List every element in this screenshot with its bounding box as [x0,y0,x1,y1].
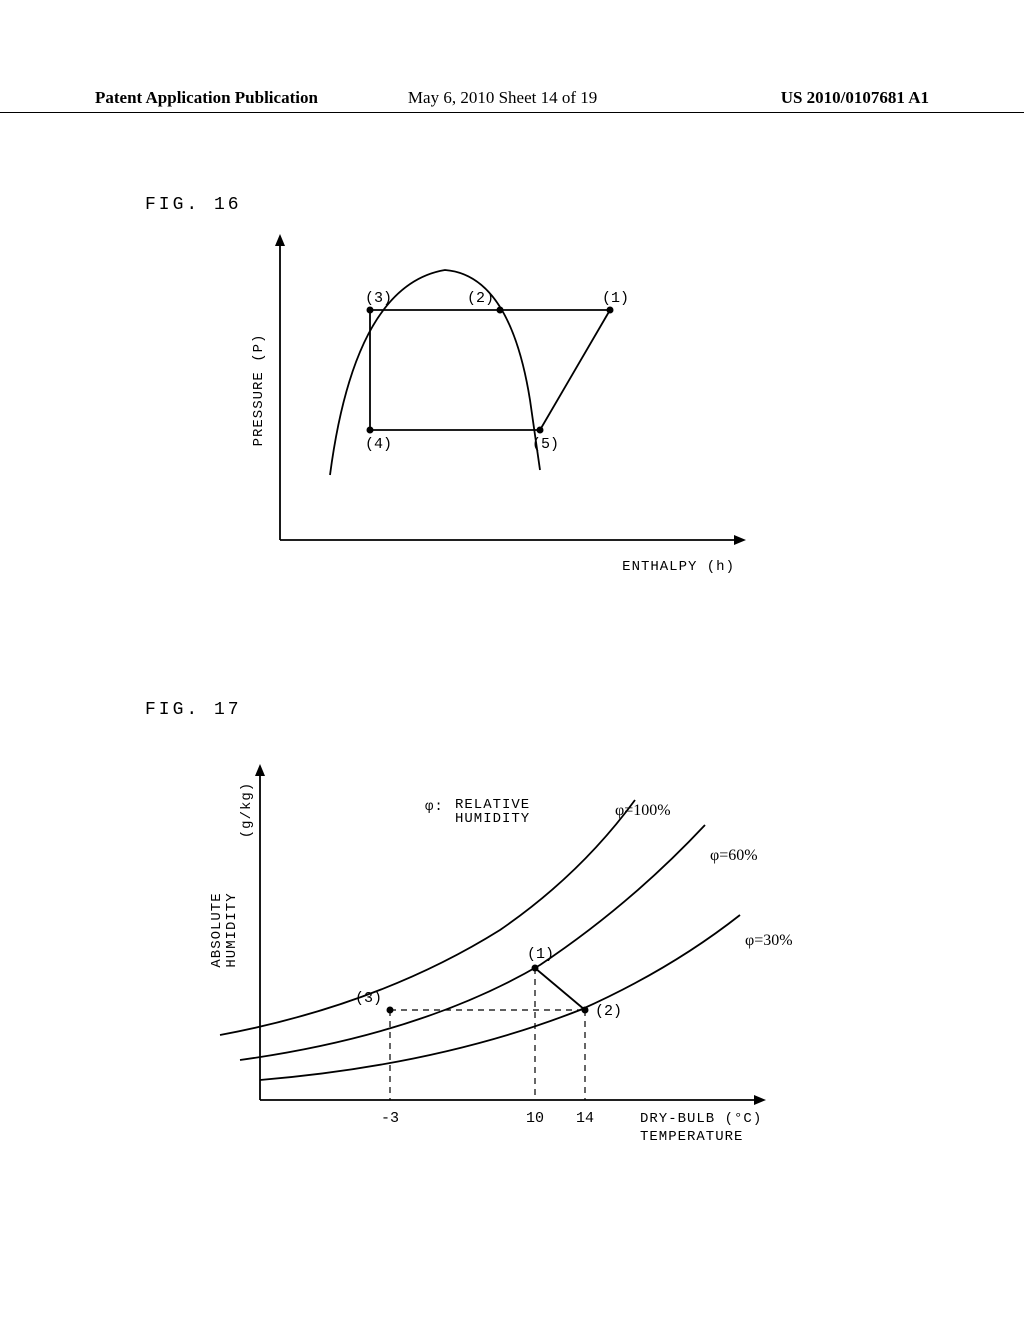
fig17-xtick-label: 14 [576,1110,594,1127]
fig17-curve-label: φ=60% [710,847,758,864]
fig17-point-label: (2) [595,1003,622,1020]
fig17-y-unit: (g/kg) [239,782,255,838]
fig17-x-arrow-icon [754,1095,766,1105]
fig17-xticks: -3 10 14 [381,1110,594,1127]
fig17-phi-legend2: HUMIDITY [455,811,530,827]
fig16-point-label: (4) [365,436,392,453]
fig16-x-label: ENTHALPY (h) [622,559,735,575]
fig17-humidity-curve [240,825,705,1060]
fig17-humidity-curve [260,915,740,1080]
fig16-point [607,307,614,314]
fig16-point [497,307,504,314]
fig17-y-label1: ABSOLUTE [209,892,225,967]
fig17-curves [220,800,740,1080]
fig17-x-label2: TEMPERATURE [640,1129,743,1145]
fig17-curve-label: φ=100% [615,802,671,819]
fig17-point [582,1007,589,1014]
fig17-chart: ABSOLUTE HUMIDITY (g/kg) DRY-BULB (°C) T… [200,760,850,1185]
header-right: US 2010/0107681 A1 [781,88,929,108]
fig16-point-label: (2) [467,290,494,307]
fig16-y-label: PRESSURE (P) [251,334,267,447]
fig17-x-label1: DRY-BULB (°C) [640,1111,762,1127]
fig17-xtick-label: 10 [526,1110,544,1127]
fig16-cycle-line [540,310,610,430]
fig17-curve-labels: φ=100% φ=60% φ=30% [615,802,793,949]
fig17-svg: ABSOLUTE HUMIDITY (g/kg) DRY-BULB (°C) T… [200,760,850,1180]
fig17-phi-legend-sym: φ: [425,799,444,815]
fig16-chart: PRESSURE (P) ENTHALPY (h) (3) (2) (1) (4) (5… [240,230,800,595]
fig17-process-lines [535,968,585,1010]
fig17-point [387,1007,394,1014]
fig16-dome-curve [330,270,540,475]
fig16-points: (3) (2) (1) (4) (5) [365,290,629,453]
page-header: Patent Application Publication May 6, 20… [0,88,1024,113]
fig17-point-label: (1) [527,946,554,963]
fig16-point [367,307,374,314]
fig17-dashed-lines [390,968,585,1100]
fig16-point-label: (5) [532,436,559,453]
fig16-svg: PRESSURE (P) ENTHALPY (h) (3) (2) (1) (4) (5… [240,230,800,590]
fig16-point [537,427,544,434]
fig17-label: FIG. 17 [145,700,242,720]
fig17-point [532,965,539,972]
fig16-point [367,427,374,434]
header-center: May 6, 2010 Sheet 14 of 19 [408,88,597,108]
fig17-y-label2: HUMIDITY [224,892,240,967]
fig16-label: FIG. 16 [145,195,242,215]
fig16-cycle-lines [370,310,610,430]
fig17-point-label: (3) [355,990,382,1007]
fig17-y-arrow-icon [255,764,265,776]
fig17-xtick-label: -3 [381,1110,399,1127]
fig16-x-arrow-icon [734,535,746,545]
fig17-process-line [535,968,585,1010]
fig16-y-arrow-icon [275,234,285,246]
fig17-curve-label: φ=30% [745,932,793,949]
fig16-point-label: (3) [365,290,392,307]
header-left: Patent Application Publication [95,88,318,108]
fig16-point-label: (1) [602,290,629,307]
